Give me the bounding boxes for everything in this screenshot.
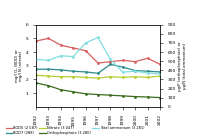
Legend: BOD5 (2 587), BOD7 (288), Nitrate (3 047), Orthophosphate (3 280), Total ammoniu: BOD5 (2 587), BOD7 (288), Nitrate (3 047…	[6, 126, 144, 135]
Y-axis label: mg/l O₂ (BOD) or
mg/l N (nitrate): mg/l O₂ (BOD) or mg/l N (nitrate)	[15, 49, 23, 82]
Y-axis label: μg/P (orthophosphate) or
μg/N (total ammonium): μg/P (orthophosphate) or μg/N (total amm…	[178, 41, 187, 91]
